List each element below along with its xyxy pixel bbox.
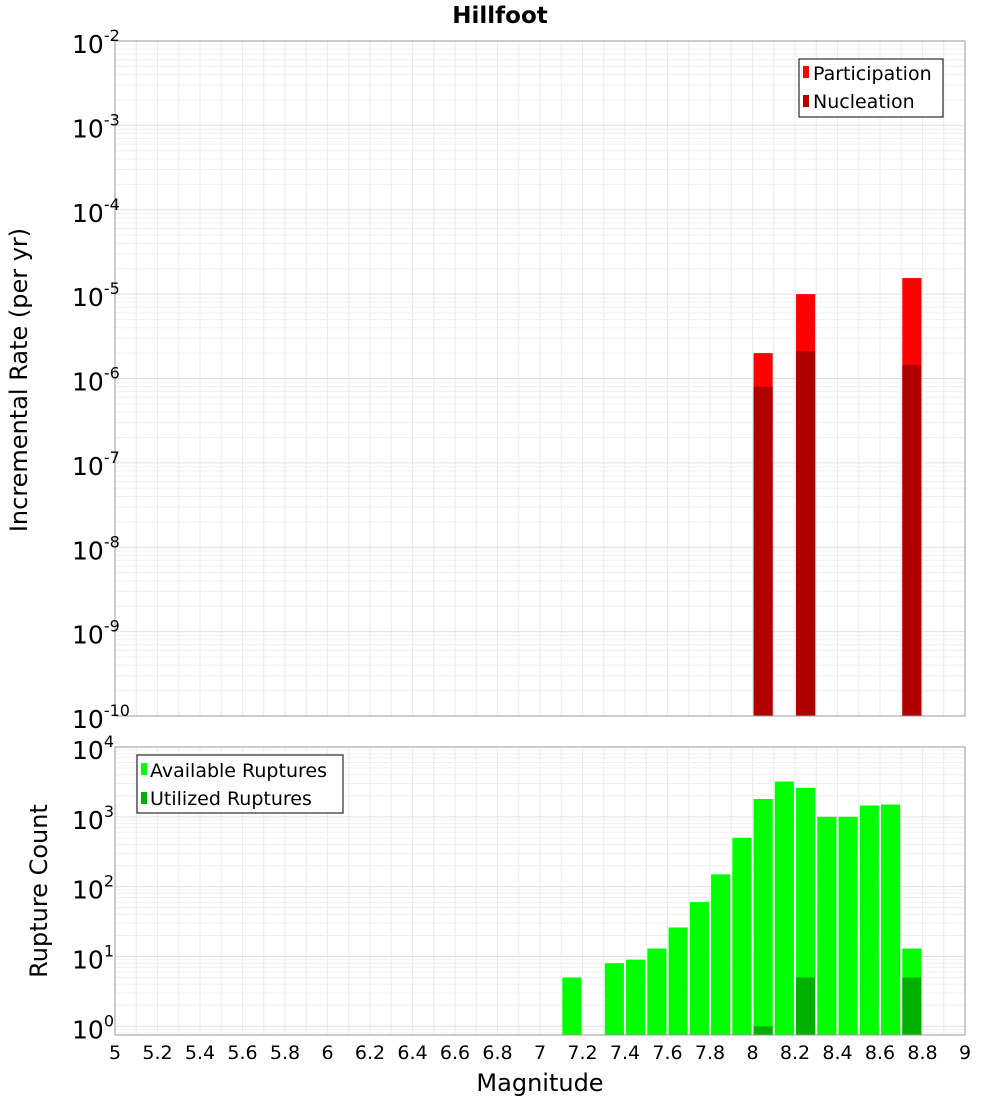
nucleation-legend-swatch <box>803 95 809 107</box>
x-tick-label: 7.6 <box>652 1042 682 1064</box>
count-y-tick: 100 <box>72 1011 114 1044</box>
rate-y-tick: 10-9 <box>72 617 120 650</box>
participation-legend-swatch <box>803 66 809 78</box>
available-ruptures-bar <box>711 874 731 1035</box>
available-ruptures-bar <box>604 963 624 1035</box>
available-ruptures-bar <box>774 781 794 1035</box>
available-ruptures-bar <box>817 816 837 1035</box>
available-legend-swatch <box>141 763 147 775</box>
nucleation-legend-label: Nucleation <box>813 91 915 113</box>
rate-y-tick: 10-7 <box>72 448 120 481</box>
count-y-tick: 102 <box>72 872 114 905</box>
x-tick-label: 7.4 <box>610 1042 640 1064</box>
x-tick-label: 5.2 <box>142 1042 172 1064</box>
utilized-ruptures-bar <box>796 977 816 1035</box>
count-legend-box <box>136 754 344 814</box>
rate-y-tick: 10-8 <box>72 532 120 565</box>
rate-y-tick: 10-5 <box>72 279 120 312</box>
rate-bars <box>753 278 922 716</box>
available-ruptures-bar <box>732 837 752 1035</box>
x-tick-label: 6.8 <box>482 1042 512 1064</box>
x-tick-label: 6.6 <box>440 1042 470 1064</box>
x-tick-label: 6 <box>321 1042 333 1064</box>
x-tick-labels: 5 5.2 5.4 5.6 5.8 6 6.2 6.4 6.6 6.8 7 7.2 7.4 7.6 7.8 8… <box>109 1042 971 1064</box>
count-y-tick: 103 <box>72 802 114 835</box>
x-tick-label: 5.6 <box>227 1042 257 1064</box>
available-ruptures-bar <box>838 816 858 1035</box>
count-y-tick: 104 <box>72 732 114 765</box>
x-tick-label: 5.8 <box>270 1042 300 1064</box>
x-tick-label: 5.4 <box>185 1042 215 1064</box>
available-ruptures-bar <box>647 948 667 1035</box>
x-tick-label: 9 <box>959 1042 971 1064</box>
nucleation-bar <box>753 386 773 716</box>
available-ruptures-bar <box>859 805 879 1035</box>
rate-y-tick: 10-3 <box>72 110 120 143</box>
rate-y-tick-labels: 10-10 10-9 10-8 10-7 10-6 10-5 10-4 10-3 10-2 <box>72 26 130 734</box>
x-tick-label: 7 <box>534 1042 546 1064</box>
x-tick-label: 7.2 <box>567 1042 597 1064</box>
available-ruptures-bar <box>626 959 646 1035</box>
rate-y-tick: 10-6 <box>72 364 120 397</box>
available-ruptures-bar <box>796 787 816 1035</box>
participation-legend-label: Participation <box>813 63 932 85</box>
available-ruptures-bar <box>689 902 709 1035</box>
x-tick-label: 8.2 <box>780 1042 810 1064</box>
x-axis-label: Magnitude <box>476 1069 603 1097</box>
available-ruptures-bar <box>668 927 688 1035</box>
x-tick-label: 5 <box>109 1042 121 1064</box>
rate-plot-border <box>114 40 966 717</box>
rate-y-axis-label: Incremental Rate (per yr) <box>5 228 33 532</box>
rate-legend: Participation Nucleation <box>798 58 944 118</box>
utilized-legend-label: Utilized Ruptures <box>150 788 312 810</box>
x-tick-label: 8.8 <box>907 1042 937 1064</box>
count-plot-border <box>114 746 966 1036</box>
rate-y-tick: 10-4 <box>72 195 120 228</box>
rate-gridlines <box>114 40 966 717</box>
count-legend: Available Ruptures Utilized Ruptures <box>136 754 344 814</box>
nucleation-bar <box>902 364 922 716</box>
x-tick-label: 6.2 <box>355 1042 385 1064</box>
nucleation-bar <box>796 351 816 716</box>
x-tick-label: 7.8 <box>695 1042 725 1064</box>
utilized-ruptures-bar <box>753 1026 773 1035</box>
x-tick-label: 8.4 <box>822 1042 852 1064</box>
utilized-legend-swatch <box>141 792 147 804</box>
count-y-tick-labels: 100 101 102 103 104 <box>72 732 114 1044</box>
x-tick-label: 8.6 <box>865 1042 895 1064</box>
rate-y-tick: 10-10 <box>72 701 130 734</box>
count-bars <box>562 781 922 1035</box>
available-ruptures-bar <box>753 798 773 1035</box>
utilized-ruptures-bar <box>902 977 922 1035</box>
count-y-axis-label: Rupture Count <box>25 804 53 978</box>
available-legend-label: Available Ruptures <box>150 760 327 782</box>
available-ruptures-bar <box>881 804 901 1035</box>
count-y-tick: 101 <box>72 941 114 974</box>
available-ruptures-bar <box>562 977 582 1035</box>
count-panel: 100 101 102 103 104 5 5.2 5.4 5.6 5.8 6 6.2 6.4 6.6 6… <box>25 732 971 1097</box>
x-tick-label: 6.4 <box>397 1042 427 1064</box>
rate-legend-box <box>798 58 944 118</box>
rate-y-tick: 10-2 <box>72 26 120 59</box>
x-tick-label: 8 <box>746 1042 758 1064</box>
rate-panel: 10-10 10-9 10-8 10-7 10-6 10-5 10-4 10-3 10-2 In… <box>5 26 966 734</box>
chart-title: Hillfoot <box>452 3 548 29</box>
